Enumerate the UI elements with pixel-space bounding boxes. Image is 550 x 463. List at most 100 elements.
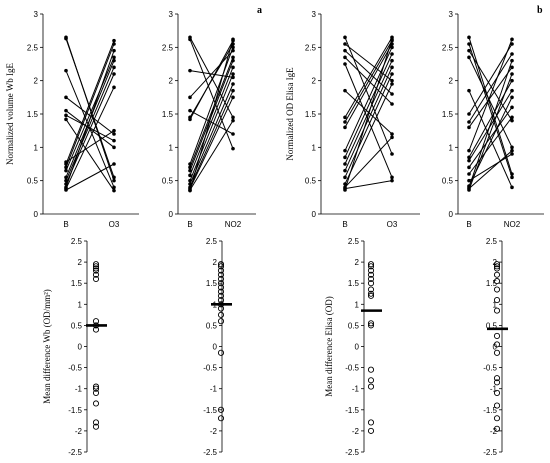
data-point [343, 188, 347, 192]
subject-series [467, 37, 514, 153]
data-point [343, 148, 347, 153]
y-tick-label: 0.5 [442, 177, 454, 186]
y-tick-label: 2.5 [27, 43, 39, 52]
y-tick-label: 2 [449, 77, 454, 86]
data-point [231, 132, 235, 136]
difference-point [92, 318, 100, 325]
difference-point [493, 263, 501, 270]
y-tick-label: -1 [210, 385, 218, 394]
data-point [188, 168, 192, 173]
data-point [510, 42, 514, 46]
data-point [112, 42, 116, 46]
data-point [112, 188, 116, 193]
difference-point [92, 389, 100, 396]
y-tick-label: 2.5 [486, 237, 498, 246]
subject-series [467, 48, 514, 123]
subject-line [65, 96, 115, 135]
difference-point [493, 286, 501, 293]
data-point [188, 173, 192, 178]
data-point [343, 120, 347, 124]
difference-point [493, 389, 501, 396]
difference-point [367, 366, 375, 373]
subject-line [468, 37, 513, 175]
y-tick-label: 1 [169, 143, 174, 152]
panel-wb-no2-diff: -2.5-2-1.5-1-0.500.511.522.5 [203, 237, 232, 457]
subject-series [467, 52, 514, 124]
difference-point [367, 267, 375, 274]
y-tick-label: 0 [169, 210, 174, 219]
subject-line [344, 83, 393, 185]
difference-point [92, 383, 100, 390]
data-point [467, 88, 471, 93]
y-tick-label: 2.5 [348, 237, 360, 246]
x-tick-label: B [342, 220, 347, 229]
x-tick-label: B [63, 220, 68, 229]
y-tick-label: 1.5 [442, 110, 454, 119]
x-tick-label: NO2 [504, 220, 521, 229]
y-tick-label: -2 [210, 427, 218, 436]
subject-line [468, 73, 513, 191]
subject-line [468, 67, 513, 128]
data-point [467, 172, 471, 176]
data-point [112, 145, 116, 150]
subject-line [189, 73, 234, 181]
y-tick-label: 1.5 [162, 110, 174, 119]
data-point [343, 48, 347, 53]
panel-wb-o3-diff: -2.5 -2 -1.5 -1 -0.5 0 0.5 1 1.5 2 2.5 Mean differe… [42, 237, 107, 457]
y-tick-label: 1.5 [206, 279, 218, 288]
subject-line [344, 67, 393, 171]
y-axis-label: Normalized OD Elisa IgE [285, 67, 295, 161]
data-point [112, 58, 116, 63]
data-point [188, 95, 192, 100]
data-point [112, 132, 116, 136]
data-point [467, 42, 471, 46]
y-axis-label: Mean difference Wb (OD/mm²) [42, 289, 52, 404]
y-tick-label: 1 [34, 143, 39, 152]
data-point [231, 45, 235, 50]
data-point [112, 48, 116, 53]
data-point [112, 162, 116, 166]
subject-series [343, 37, 394, 192]
data-point [231, 72, 235, 76]
panel-elisa-o3: 0 0.5 1 1.5 2 2.5 3 B O3 Normalized OD Elisa IgE [285, 10, 420, 229]
data-point [231, 146, 235, 151]
data-point [510, 72, 514, 76]
data-point [112, 65, 116, 70]
difference-point [493, 349, 501, 356]
y-tick-label: 3 [169, 10, 174, 19]
data-point [231, 95, 235, 100]
y-tick-label: 3 [449, 10, 454, 19]
y-tick-label: 3 [312, 10, 317, 19]
data-point [112, 138, 116, 143]
subject-line [65, 163, 115, 191]
y-tick-label: 0 [449, 210, 454, 219]
y-tick-label: 0 [493, 343, 498, 352]
data-point [510, 58, 514, 63]
data-point [467, 155, 471, 160]
subject-series [188, 55, 235, 170]
data-point [467, 165, 471, 170]
y-tick-label: -1 [352, 385, 360, 394]
difference-point [367, 383, 375, 390]
subject-line [189, 40, 234, 120]
difference-point [217, 311, 225, 318]
difference-point [217, 263, 225, 270]
subject-line [468, 153, 513, 182]
difference-point [367, 271, 375, 278]
difference-point [217, 349, 225, 356]
difference-point [493, 265, 501, 272]
subject-line [468, 43, 513, 115]
data-point [343, 115, 347, 120]
y-axis-label: Normalized volume Wb IgE [5, 62, 15, 165]
y-tick-label: -2 [352, 427, 360, 436]
data-point [510, 145, 514, 150]
y-tick-label: 1 [312, 143, 317, 152]
difference-point [493, 307, 501, 314]
difference-point [493, 341, 501, 348]
y-tick-label: -0.5 [68, 364, 82, 373]
subject-series [343, 58, 394, 166]
data-point [112, 85, 116, 90]
subject-series [343, 42, 394, 83]
y-tick-label: -2.5 [345, 448, 359, 457]
subject-series [343, 48, 394, 96]
